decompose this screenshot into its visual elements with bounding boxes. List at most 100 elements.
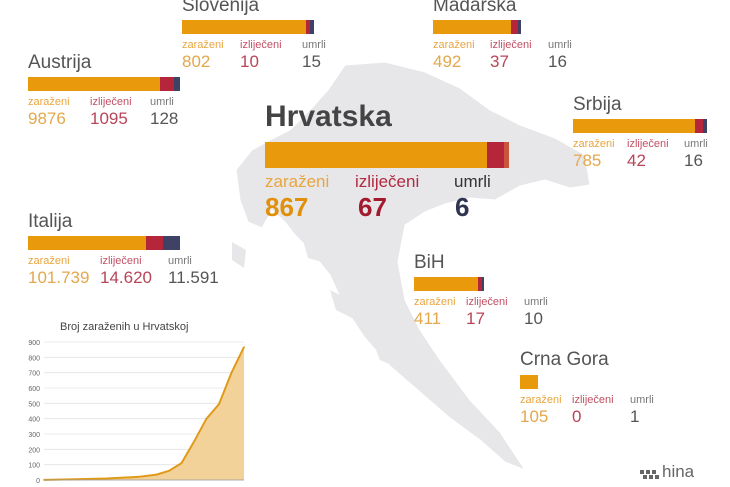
label-deaths: umrli <box>524 296 548 308</box>
y-tick-label: 600 <box>28 386 40 393</box>
label-infected: zaraženi <box>433 39 475 51</box>
value-recovered-italija: 14.620 <box>100 268 152 287</box>
label-deaths: umrli <box>454 172 491 191</box>
label-infected: zaraženi <box>265 172 330 191</box>
bar-segment-deaths <box>518 20 521 34</box>
value-deaths-slovenija: 15 <box>302 52 321 71</box>
value-deaths-hrvatska: 6 <box>455 192 470 222</box>
hina-logo: hina <box>662 462 695 481</box>
value-infected-hrvatska: 867 <box>265 192 309 222</box>
y-tick-label: 200 <box>28 447 40 454</box>
bar-segment-recovered <box>306 20 310 34</box>
y-tick-label: 300 <box>28 432 40 439</box>
value-deaths-austrija: 128 <box>150 109 179 128</box>
value-infected-madarska: 492 <box>433 52 462 71</box>
label-recovered: izliječeni <box>100 255 142 267</box>
value-recovered-madarska: 37 <box>490 52 509 71</box>
data-point <box>168 470 170 472</box>
value-infected-italija: 101.739 <box>28 268 90 287</box>
series-line <box>43 346 245 481</box>
bar-austrija <box>28 77 180 91</box>
label-deaths: umrli <box>684 138 708 150</box>
data-point <box>136 476 139 478</box>
data-point <box>180 462 183 464</box>
data-point <box>193 440 195 443</box>
data-point <box>105 477 108 480</box>
label-recovered: izliječeni <box>90 96 132 108</box>
country-name-hrvatska: Hrvatska <box>265 100 392 133</box>
value-recovered-hrvatska: 67 <box>358 192 387 222</box>
bar-segment-recovered <box>695 119 703 133</box>
y-tick-label: 100 <box>28 463 40 470</box>
label-deaths: umrli <box>302 39 326 51</box>
label-deaths: umrli <box>548 39 572 51</box>
bar-segment-recovered <box>146 236 163 250</box>
value-deaths-bih: 10 <box>524 309 543 328</box>
value-deaths-srbija: 16 <box>684 151 703 170</box>
bar-segment-infected <box>433 20 511 34</box>
bar-segment-infected <box>265 142 487 168</box>
croatia-map-island <box>232 242 246 268</box>
bar-segment-deaths <box>310 20 314 34</box>
label-infected: zaraženi <box>28 96 70 108</box>
country-name-srbija: Srbija <box>573 94 622 115</box>
label-deaths: umrli <box>630 394 654 406</box>
label-infected: zaraženi <box>573 138 615 150</box>
bar-italija <box>28 236 180 250</box>
label-deaths: umrli <box>150 96 174 108</box>
bar-slovenija <box>182 20 314 34</box>
label-recovered: izliječeni <box>627 138 669 150</box>
bar-segment-infected <box>182 20 306 34</box>
bar-segment-deaths <box>504 142 509 168</box>
bar-hrvatska <box>265 142 509 168</box>
label-infected: zaraženi <box>182 39 224 51</box>
value-infected-srbija: 785 <box>573 151 602 170</box>
bar-bih <box>414 277 484 291</box>
bar-segment-infected <box>28 77 160 91</box>
bar-segment-infected <box>573 119 695 133</box>
label-recovered: izliječeni <box>572 394 614 406</box>
y-tick-label: 700 <box>28 371 40 378</box>
bar-segment-infected <box>28 236 146 250</box>
bar-segment-infected <box>414 277 478 291</box>
country-name-bih: BiH <box>414 252 445 273</box>
bar-segment-deaths <box>482 277 484 291</box>
label-deaths: umrli <box>168 255 192 267</box>
y-tick-label: 0 <box>36 478 40 485</box>
value-deaths-madarska: 16 <box>548 52 567 71</box>
value-recovered-slovenija: 10 <box>240 52 259 71</box>
label-infected: zaraženi <box>520 394 562 406</box>
bar-madarska <box>433 20 521 34</box>
data-point <box>218 403 220 405</box>
country-name-italija: Italija <box>28 211 73 232</box>
croatia-map-island <box>330 290 352 318</box>
y-tick-label: 800 <box>28 355 40 362</box>
data-point <box>243 346 245 348</box>
value-deaths-italija: 11.591 <box>168 268 219 287</box>
infections-chart: 0 100 200 300 400 500 600 700 800 900 <box>28 340 245 485</box>
label-recovered: izliječeni <box>490 39 532 51</box>
value-recovered-srbija: 42 <box>627 151 646 170</box>
series-area <box>44 347 244 480</box>
chart-title: Broj zaraženih u Hrvatskoj <box>60 321 189 333</box>
value-recovered-bih: 17 <box>466 309 485 328</box>
bar-crna-gora <box>520 375 538 389</box>
bar-segment-recovered <box>487 142 504 168</box>
value-infected-slovenija: 802 <box>182 52 211 71</box>
value-recovered-crna-gora: 0 <box>572 407 582 426</box>
label-infected: zaraženi <box>414 296 456 308</box>
value-infected-bih: 411 <box>414 309 442 328</box>
country-name-austrija: Austrija <box>28 52 92 73</box>
bar-segment-infected <box>520 375 538 389</box>
data-point <box>205 417 208 420</box>
country-name-crna-gora: Crna Gora <box>520 349 609 370</box>
croatia-map-island <box>372 340 398 368</box>
bar-srbija <box>573 119 707 133</box>
bar-segment-recovered <box>160 77 174 91</box>
label-recovered: izliječeni <box>240 39 282 51</box>
value-infected-crna-gora: 105 <box>520 407 549 426</box>
label-recovered: izliječeni <box>466 296 508 308</box>
hina-logo-mark <box>640 470 659 479</box>
label-recovered: izliječeni <box>355 172 420 191</box>
bar-segment-recovered <box>478 277 482 291</box>
